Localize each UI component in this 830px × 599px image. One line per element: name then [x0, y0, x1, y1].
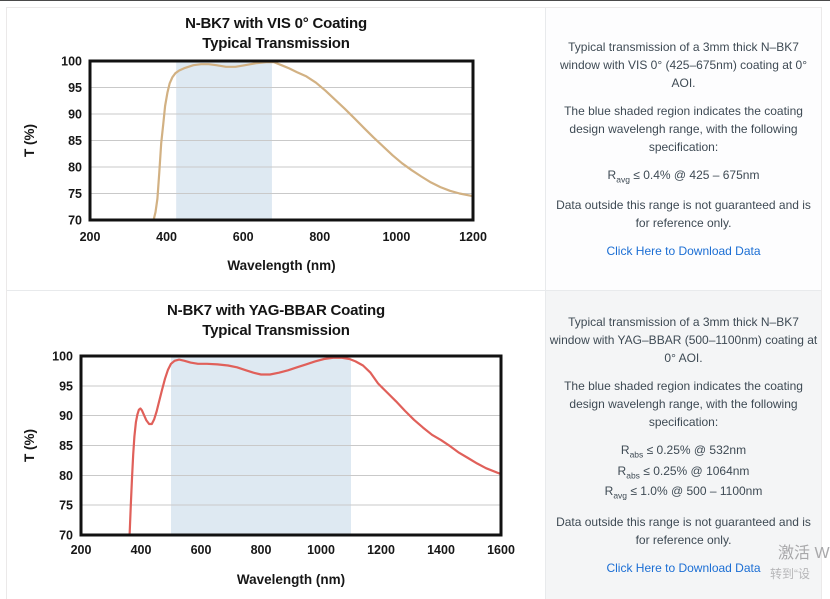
panel-paragraph: The blue shaded region indicates the coa… [564, 379, 803, 430]
chart-title-line1: N-BK7 with VIS 0° Coating [185, 15, 367, 32]
y-axis-label: T (%) [22, 124, 37, 157]
x-tick-label: 200 [71, 543, 92, 557]
y-tick-label: 75 [59, 499, 73, 513]
spec-line: Ravg ≤ 1.0% @ 500 – 1100nm [604, 484, 763, 501]
x-tick-label: 400 [156, 230, 177, 244]
plot-border [79, 354, 503, 537]
chart-plot-yag: 70 75 80 85 90 95 100 200 400 600 800 1000 1200 1400 1… [22, 350, 515, 588]
x-tick-label: 1600 [487, 543, 515, 557]
transmission-curve [128, 356, 503, 537]
info-panel-vis: Typical transmission of a 3mm thick N–BK… [545, 8, 821, 290]
panel-paragraph: Data outside this range is not guarantee… [556, 198, 811, 231]
chart-title-line2: Typical Transmission [202, 34, 350, 52]
panel-paragraph: Typical transmission of a 3mm thick N–BK… [559, 39, 808, 90]
watermark-line1: 激活 W [778, 545, 830, 562]
x-tick-label: 1200 [367, 543, 395, 557]
x-tick-label: 1000 [307, 543, 335, 557]
y-tick-label: 70 [59, 529, 73, 543]
x-tick-label: 200 [80, 230, 101, 244]
panel-paragraph: Typical transmission of a 3mm thick N–BK… [549, 315, 818, 366]
chart-title: N-BK7 with YAG-BBAR Coating Typical Tran… [7, 301, 545, 340]
y-tick-label: 90 [68, 108, 82, 122]
transmission-chart-yag: N-BK7 with YAG-BBAR Coating Typical Tran… [7, 291, 545, 599]
x-axis-label: Wavelength (nm) [237, 572, 345, 587]
download-data-link-yag[interactable]: Click Here to Download Data [606, 560, 761, 575]
x-tick-label: 800 [251, 543, 272, 557]
y-tick-label: 95 [68, 81, 82, 95]
spec-line: Ravg ≤ 0.4% @ 425 – 675nm [607, 167, 760, 185]
spec-block: Ravg ≤ 0.4% @ 425 – 675nm [608, 166, 760, 187]
x-tick-label: 1400 [427, 543, 455, 557]
x-tick-label: 1200 [459, 230, 487, 244]
y-tick-label: 100 [52, 350, 73, 364]
y-tick-label: 75 [68, 187, 82, 201]
x-tick-label: 400 [131, 543, 152, 557]
y-tick-label: 85 [59, 439, 73, 453]
y-axis-label: T (%) [22, 429, 37, 462]
window-top-edge [0, 0, 830, 1]
y-tick-label: 80 [68, 161, 82, 175]
panel-paragraph: The blue shaded region indicates the coa… [564, 103, 803, 154]
page-frame: N-BK7 with VIS 0° Coating Typical Transm… [6, 7, 822, 599]
y-tick-label: 100 [61, 55, 82, 69]
y-tick-label: 90 [59, 409, 73, 423]
y-tick-label: 70 [68, 214, 82, 228]
x-tick-label: 800 [309, 230, 330, 244]
chart-title-line2: Typical Transmission [202, 321, 350, 339]
spec-line: Rabs ≤ 0.25% @ 532nm [620, 443, 747, 460]
windows-activation-watermark: 激活 W 转到“设 [770, 543, 830, 582]
chart-title: N-BK7 with VIS 0° Coating Typical Transm… [7, 14, 545, 53]
y-tick-label: 95 [59, 379, 73, 393]
chart-title-line1: N-BK7 with YAG-BBAR Coating [167, 302, 385, 319]
spec-block: Rabs ≤ 0.25% @ 532nm Rabs ≤ 0.25% @ 1064n… [605, 441, 763, 503]
watermark-line2: 转到“设 [770, 567, 810, 582]
row-divider [7, 290, 821, 291]
x-tick-label: 600 [191, 543, 212, 557]
info-panel-yag: Typical transmission of a 3mm thick N–BK… [545, 291, 821, 599]
x-tick-label: 1000 [382, 230, 410, 244]
panel-paragraph: Data outside this range is not guarantee… [556, 514, 811, 547]
y-tick-label: 85 [68, 134, 82, 148]
spec-line: Rabs ≤ 0.25% @ 1064nm [617, 463, 750, 481]
y-tick-label: 80 [59, 469, 73, 483]
x-tick-label: 600 [233, 230, 254, 244]
transmission-chart-vis: N-BK7 with VIS 0° Coating Typical Transm… [7, 8, 545, 290]
chart-plot-vis: 70 75 80 85 90 95 100 200 400 600 800 1000 1200 Wavel… [22, 55, 487, 274]
x-axis-label: Wavelength (nm) [227, 258, 335, 273]
download-data-link-vis[interactable]: Click Here to Download Data [606, 244, 761, 259]
plot-border [88, 59, 475, 222]
